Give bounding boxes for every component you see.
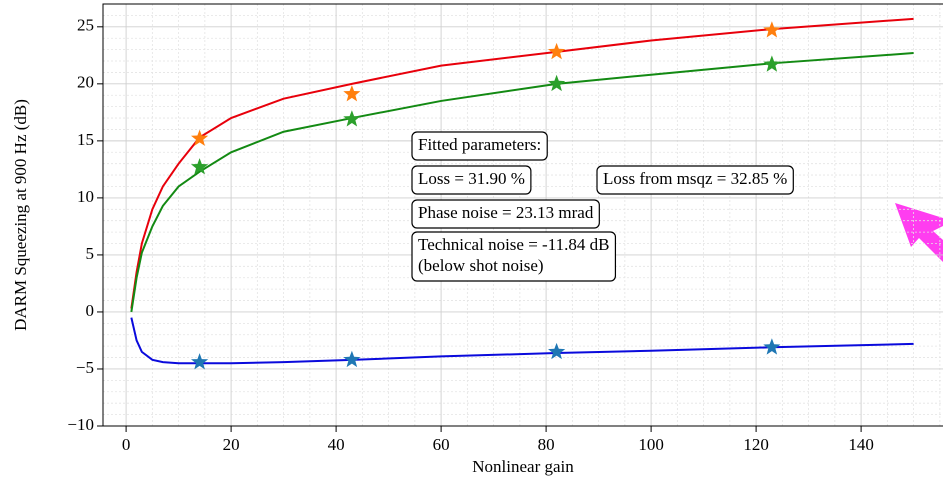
data-star (343, 85, 361, 102)
data-star (343, 110, 361, 127)
annotation-text: (below shot noise) (418, 256, 544, 275)
x-tick-label: 80 (538, 435, 555, 454)
y-tick-label: 25 (77, 16, 94, 35)
annotation-box (411, 131, 548, 161)
data-star (763, 338, 781, 355)
x-tick-label: 0 (122, 435, 131, 454)
y-tick-label: −5 (76, 358, 94, 377)
annotation-text: Loss from msqz = 32.85 % (603, 169, 787, 188)
annotation: Technical noise = -11.84 dB (below shot n… (411, 231, 617, 282)
fit-curve (130, 17, 914, 309)
x-tick-label: 120 (743, 435, 769, 454)
y-tick-label: 15 (77, 130, 94, 149)
x-tick-label: 20 (223, 435, 240, 454)
data-star (343, 350, 361, 368)
data-star (191, 129, 209, 146)
data-star (191, 353, 209, 370)
x-tick-label: 100 (638, 435, 664, 454)
x-tick-label: 60 (433, 435, 450, 454)
annotation-box (411, 199, 600, 229)
y-tick-label: 5 (86, 244, 95, 263)
fit-curve (130, 317, 914, 365)
annotation: Phase noise = 23.13 mrad (411, 199, 600, 229)
y-tick-label: 0 (86, 301, 95, 320)
data-star (191, 158, 209, 175)
x-tick-label: 40 (328, 435, 345, 454)
y-axis-label: DARM Squeezing at 900 Hz (dB) (11, 99, 30, 331)
annotation-text: Technical noise = -11.84 dB (418, 235, 609, 254)
data-star (548, 342, 566, 360)
annotation-text: Loss = 31.90 % (418, 169, 525, 188)
annotation-text: Phase noise = 23.13 mrad (418, 203, 594, 222)
y-tick-label: 10 (77, 187, 94, 206)
data-star (548, 42, 566, 60)
data-star (763, 55, 781, 72)
annotation: Loss = 31.90 % (411, 165, 532, 195)
y-tick-label: −10 (67, 415, 94, 434)
annotation-box (596, 165, 794, 195)
annotation-box (411, 231, 617, 282)
fit-curve (130, 52, 914, 313)
axes-frame (102, 3, 943, 427)
y-tick-label: 20 (77, 73, 94, 92)
data-star (548, 74, 566, 92)
x-tick-label: 140 (848, 435, 874, 454)
x-axis-label: Nonlinear gain (472, 457, 574, 476)
data-star (763, 21, 781, 38)
annotation: Loss from msqz = 32.85 % (596, 165, 794, 195)
annotation-text: Fitted parameters: (418, 135, 541, 154)
annotation: Fitted parameters: (411, 131, 548, 161)
annotation-box (411, 165, 532, 195)
